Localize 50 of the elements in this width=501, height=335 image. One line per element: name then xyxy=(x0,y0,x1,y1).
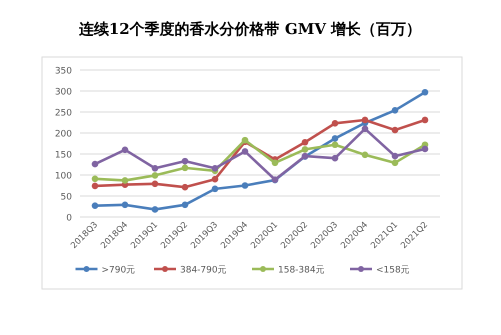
point xyxy=(182,164,188,172)
legend-label: >790元 xyxy=(102,264,136,276)
point xyxy=(92,202,98,209)
point xyxy=(362,126,368,132)
point xyxy=(212,176,218,182)
point xyxy=(122,202,128,208)
point xyxy=(362,116,368,124)
y-tick-label: 300 xyxy=(54,88,72,98)
point xyxy=(212,164,218,172)
point xyxy=(182,158,188,164)
point xyxy=(332,141,338,148)
point xyxy=(332,120,338,127)
point xyxy=(122,146,128,154)
point xyxy=(332,135,338,142)
point xyxy=(422,88,428,96)
point xyxy=(242,182,248,189)
point xyxy=(182,184,188,190)
point xyxy=(92,160,98,168)
point xyxy=(152,164,158,172)
y-tick-label: 350 xyxy=(54,66,72,76)
y-tick-label: 0 xyxy=(66,214,72,224)
point xyxy=(152,172,158,179)
point xyxy=(92,182,98,190)
y-tick-label: 200 xyxy=(54,130,72,140)
point xyxy=(152,180,158,188)
point xyxy=(302,146,308,153)
y-tick-label: 100 xyxy=(54,172,72,182)
point xyxy=(362,152,368,158)
point xyxy=(152,206,158,213)
legend-label: 158-384元 xyxy=(278,264,325,276)
legend-label: 384-790元 xyxy=(180,264,227,276)
point xyxy=(272,160,278,166)
point xyxy=(422,146,428,152)
point xyxy=(422,116,428,124)
point xyxy=(122,177,128,184)
chart-title: 连续12个季度的香水分价格带 GMV 增长（百万） xyxy=(78,20,422,38)
point xyxy=(392,160,398,166)
point xyxy=(242,148,248,155)
y-tick-label: 250 xyxy=(54,108,72,118)
point xyxy=(212,186,218,192)
point xyxy=(332,154,338,162)
point xyxy=(392,107,398,114)
point xyxy=(92,175,98,182)
point xyxy=(182,202,188,208)
point xyxy=(392,126,398,134)
point xyxy=(302,138,308,146)
y-tick-label: 150 xyxy=(54,150,72,160)
point xyxy=(392,152,398,160)
y-tick-label: 50 xyxy=(60,192,72,202)
legend-label: <158元 xyxy=(376,264,410,276)
